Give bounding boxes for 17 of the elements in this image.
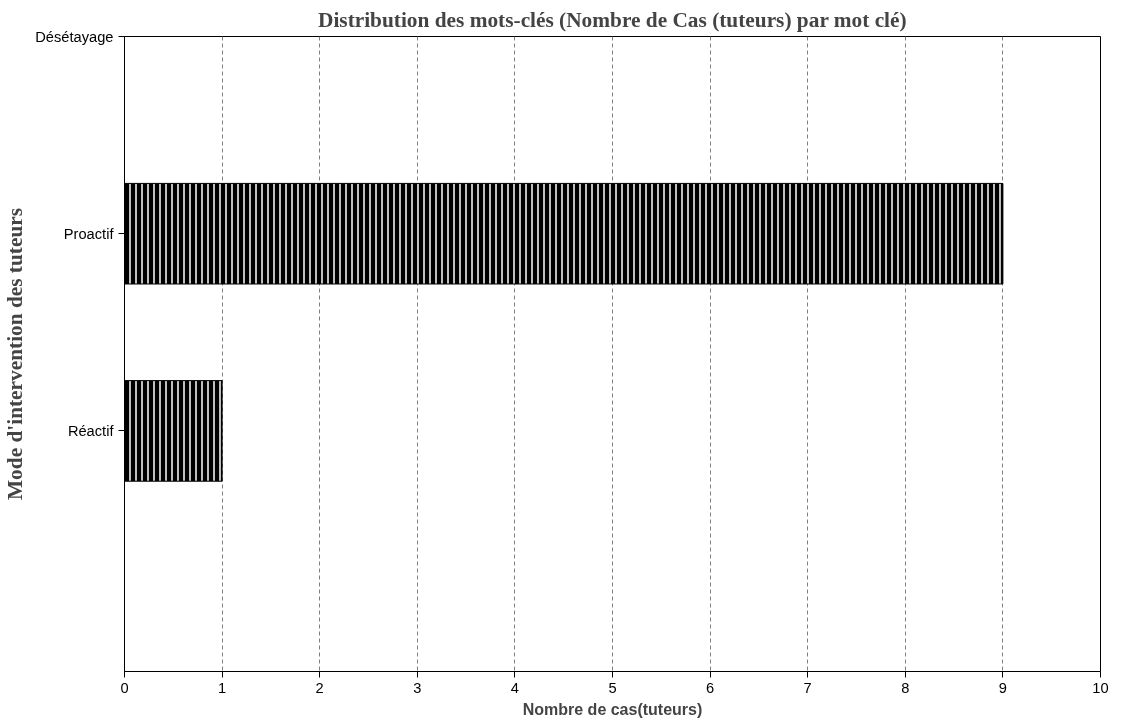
y-tick-label: Réactif: [67, 422, 115, 439]
x-tick-label: 0: [120, 679, 129, 696]
x-tick-label: 2: [315, 679, 324, 696]
x-tick-label: 9: [998, 679, 1007, 696]
y-tick-label: Proactif: [63, 225, 115, 242]
x-tick-label: 4: [510, 679, 519, 696]
y-tick-label: Désétayage: [35, 28, 114, 45]
x-axis-title: Nombre de cas(tuteurs): [522, 700, 703, 718]
x-tick-label: 10: [1092, 679, 1109, 696]
chart-title: Distribution des mots-clés (Nombre de Cas (tuteurs) par mot clé): [318, 7, 907, 32]
x-tick-label: 3: [413, 679, 422, 696]
x-tick-label: 1: [218, 679, 227, 696]
x-tick-label: 8: [901, 679, 910, 696]
y-axis-title: Mode d'intervention des tuteurs: [3, 207, 28, 501]
x-tick-label: 5: [608, 679, 617, 696]
x-tick-label: 7: [803, 679, 812, 696]
x-tick-label: 6: [706, 679, 715, 696]
